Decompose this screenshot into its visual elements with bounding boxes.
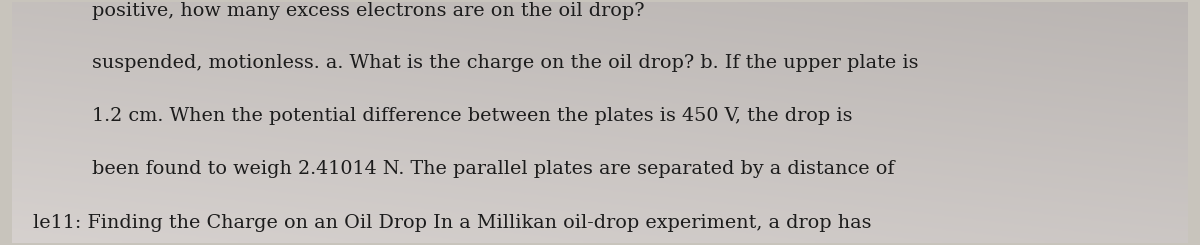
- Text: 1.2 cm. When the potential difference between the plates is 450 V, the drop is: 1.2 cm. When the potential difference be…: [92, 107, 852, 125]
- Text: been found to weigh 2.41014 N. The parallel plates are separated by a distance o: been found to weigh 2.41014 N. The paral…: [92, 160, 894, 178]
- Text: positive, how many excess electrons are on the oil drop?: positive, how many excess electrons are …: [92, 2, 644, 20]
- Text: suspended, motionless. a. What is the charge on the oil drop? b. If the upper pl: suspended, motionless. a. What is the ch…: [92, 54, 918, 72]
- Text: le11: Finding the Charge on an Oil Drop In a Millikan oil-drop experiment, a dro: le11: Finding the Charge on an Oil Drop …: [34, 214, 871, 232]
